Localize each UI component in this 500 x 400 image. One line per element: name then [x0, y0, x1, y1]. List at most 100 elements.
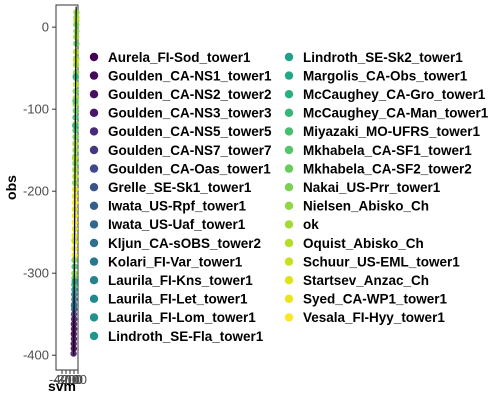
legend-item: Goulden_CA-NS7_tower7: [89, 143, 272, 158]
legend-item: Miyazaki_MO-UFRS_tower1: [284, 124, 481, 139]
legend-label: Oquist_Abisko_Ch: [303, 236, 424, 251]
legend-key: [284, 127, 294, 136]
legend-item: Goulden_CA-NS5_tower5: [89, 124, 272, 139]
legend-key: [89, 108, 99, 118]
legend-label: Goulden_CA-NS7_tower7: [108, 143, 272, 158]
legend-key: [284, 313, 294, 322]
y-axis-title: obs: [3, 175, 19, 200]
points-layer: [70, 6, 80, 357]
legend-key: [89, 257, 99, 266]
legend-key: [284, 52, 294, 62]
legend-key: [89, 201, 99, 210]
legend-item: Mkhabela_CA-SF1_tower1: [284, 143, 472, 158]
legend-label: Startsev_Anzac_Ch: [303, 273, 429, 288]
legend-key: [89, 145, 99, 155]
legend-label: Kljun_CA-sOBS_tower2: [108, 236, 261, 251]
legend-label: Goulden_CA-NS3_tower3: [108, 106, 272, 121]
legend-key: [284, 220, 294, 229]
legend-key: [89, 220, 99, 229]
legend-item: Aurela_FI-Sod_tower1: [89, 50, 251, 65]
legend-key: [89, 90, 99, 99]
legend-key: [89, 294, 99, 303]
legend-label: Lindroth_SE-Sk2_tower1: [303, 50, 463, 65]
legend-label: Aurela_FI-Sod_tower1: [108, 50, 251, 65]
y-tick-label: -400: [23, 348, 49, 363]
legend-item: Grelle_SE-Sk1_tower1: [89, 180, 252, 195]
legend-label: Vesala_FI-Hyy_tower1: [303, 310, 445, 325]
legend-label: Goulden_CA-NS5_tower5: [108, 124, 272, 139]
legend-label: McCaughey_CA-Gro_tower1: [303, 87, 486, 102]
x-tick-label: -200: [57, 372, 83, 387]
legend-label: Miyazaki_MO-UFRS_tower1: [303, 124, 481, 139]
legend-item: Startsev_Anzac_Ch: [284, 273, 429, 288]
y-tick-label: -200: [23, 184, 49, 199]
x-tick-label: -400: [49, 372, 75, 387]
legend-key: [89, 313, 99, 322]
legend-item: Goulden_CA-NS1_tower1: [89, 68, 272, 83]
legend-item: Nielsen_Abisko_Ch: [284, 199, 429, 214]
legend-label: Lindroth_SE-Fla_tower1: [108, 329, 264, 344]
legend-label: Laurila_FI-Lom_tower1: [108, 310, 256, 325]
legend-key: [284, 257, 294, 266]
legend-item: Kljun_CA-sOBS_tower2: [89, 236, 261, 251]
y-tick-label: -100: [23, 102, 49, 117]
y-tick-label: -300: [23, 266, 49, 281]
legend-label: Iwata_US-Rpf_tower1: [108, 199, 247, 214]
legend-item: Goulden_CA-Oas_tower1: [89, 161, 271, 176]
legend-key: [284, 238, 294, 248]
legend-key: [284, 183, 294, 192]
legend-key: [284, 90, 294, 99]
legend-item: Iwata_US-Rpf_tower1: [89, 199, 247, 214]
legend-item: Kolari_FI-Var_tower1: [89, 254, 243, 269]
legend-item: Nakai_US-Prr_tower1: [284, 180, 441, 195]
legend-key: [284, 294, 294, 303]
fit-line: [73, 6, 77, 356]
y-tick-label: 0: [42, 20, 49, 35]
legend-label: Nielsen_Abisko_Ch: [303, 199, 429, 214]
legend-key: [89, 331, 99, 341]
legend-label: Laurila_FI-Let_tower1: [108, 292, 248, 307]
legend-item: ok: [284, 217, 319, 232]
legend-label: ok: [303, 217, 319, 232]
legend-item: Vesala_FI-Hyy_tower1: [284, 310, 445, 325]
legend-item: Laurila_FI-Lom_tower1: [89, 310, 256, 325]
legend-label: Nakai_US-Prr_tower1: [303, 180, 441, 195]
legend-key: [89, 238, 99, 248]
x-tick-label: -100: [61, 372, 87, 387]
legend-item: Oquist_Abisko_Ch: [284, 236, 424, 251]
legend-label: Goulden_CA-NS2_tower2: [108, 87, 272, 102]
legend-item: Iwata_US-Uaf_tower1: [89, 217, 246, 232]
legend-item: Lindroth_SE-Sk2_tower1: [284, 50, 463, 65]
legend-key: [89, 71, 99, 80]
legend-key: [284, 71, 294, 80]
legend-key: [284, 201, 294, 210]
legend-label: Syed_CA-WP1_tower1: [303, 292, 448, 307]
legend-item: Lindroth_SE-Fla_tower1: [89, 329, 264, 344]
legend-key: [89, 164, 99, 173]
legend-item: Margolis_CA-Obs_tower1: [284, 68, 468, 83]
legend-item: Mkhabela_CA-SF2_tower2: [284, 161, 472, 176]
legend-key: [284, 276, 294, 285]
legend-label: Kolari_FI-Var_tower1: [108, 254, 243, 269]
legend-item: McCaughey_CA-Gro_tower1: [284, 87, 486, 102]
legend-label: Laurila_FI-Kns_tower1: [108, 273, 253, 288]
legend-item: McCaughey_CA-Man_tower1: [284, 106, 489, 121]
x-tick-label: -300: [53, 372, 79, 387]
legend-key: [284, 145, 294, 155]
legend-label: Grelle_SE-Sk1_tower1: [108, 180, 252, 195]
legend-item: Goulden_CA-NS2_tower2: [89, 87, 272, 102]
legend-label: Goulden_CA-Oas_tower1: [108, 161, 271, 176]
legend-label: Schuur_US-EML_tower1: [303, 254, 460, 269]
legend-key: [89, 183, 99, 192]
legend-label: Goulden_CA-NS1_tower1: [108, 68, 272, 83]
legend-label: Iwata_US-Uaf_tower1: [108, 217, 246, 232]
x-axis-title: svm: [48, 378, 76, 394]
legend-key: [89, 127, 99, 136]
legend-label: Mkhabela_CA-SF2_tower2: [303, 161, 472, 176]
legend-item: Laurila_FI-Let_tower1: [89, 292, 248, 307]
legend-item: Laurila_FI-Kns_tower1: [89, 273, 253, 288]
legend: Aurela_FI-Sod_tower1 Goulden_CA-NS1_tower…: [89, 50, 489, 344]
legend-key: [284, 164, 294, 173]
legend-key: [284, 108, 294, 118]
